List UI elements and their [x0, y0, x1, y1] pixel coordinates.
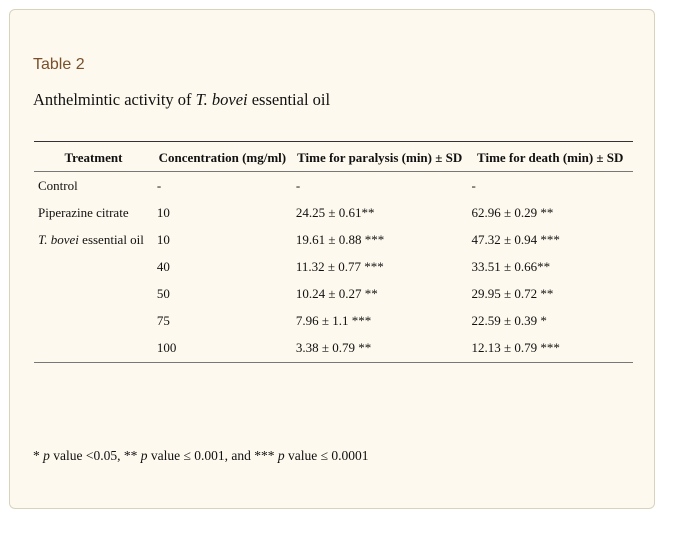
cell-paralysis: 7.96 ± 1.1 ***	[295, 313, 372, 328]
cell-death: 12.13 ± 0.79 ***	[471, 340, 560, 355]
caption-suffix: essential oil	[247, 90, 331, 109]
cell-paralysis: -	[295, 178, 301, 193]
cell-paralysis: 3.38 ± 0.79 **	[295, 340, 372, 355]
anthelmintic-table: Treatment Concentration (mg/ml) Time for…	[34, 141, 633, 363]
table-footnote: * p value <0.05, ** p value ≤ 0.001, and…	[33, 448, 369, 464]
cell-treatment	[34, 280, 153, 307]
caption-prefix: Anthelmintic activity of	[33, 90, 196, 109]
cell-concentration: 75	[156, 313, 170, 328]
cell-treatment: Control	[38, 178, 78, 193]
footnote-p-symbol: p	[43, 448, 50, 463]
cell-concentration: 100	[156, 340, 177, 355]
table-row: Piperazine citrate 10 24.25 ± 0.61** 62.…	[34, 199, 633, 226]
table-caption: Anthelmintic activity of T. bovei essent…	[33, 90, 330, 110]
cell-death: -	[471, 178, 476, 193]
cell-death: 62.96 ± 0.29 **	[471, 205, 554, 220]
table-label: Table 2	[33, 56, 85, 73]
cell-death: 33.51 ± 0.66**	[471, 259, 551, 274]
header-concentration: Concentration (mg/ml)	[158, 150, 287, 165]
header-treatment: Treatment	[64, 150, 123, 165]
cell-concentration: 10	[156, 232, 170, 247]
cell-death: 29.95 ± 0.72 **	[471, 286, 554, 301]
header-death: Time for death (min) ± SD	[477, 150, 624, 165]
cell-paralysis: 24.25 ± 0.61**	[295, 205, 375, 220]
cell-concentration: 40	[156, 259, 170, 274]
cell-concentration: 10	[156, 205, 170, 220]
footnote-part: value <0.05, **	[49, 448, 141, 463]
table-row: 75 7.96 ± 1.1 *** 22.59 ± 0.39 *	[34, 307, 633, 334]
cell-paralysis: 11.32 ± 0.77 ***	[295, 259, 384, 274]
table-row: Control - - -	[34, 172, 633, 200]
header-row: Treatment Concentration (mg/ml) Time for…	[34, 141, 633, 172]
cell-paralysis: 19.61 ± 0.88 ***	[295, 232, 385, 247]
caption-species: T. bovei	[195, 90, 248, 109]
cell-treatment	[34, 253, 153, 280]
cell-treatment: Piperazine citrate	[38, 205, 129, 220]
table-row: 100 3.38 ± 0.79 ** 12.13 ± 0.79 ***	[34, 334, 633, 363]
footnote-p-symbol: p	[277, 448, 285, 463]
footnote-p-symbol: p	[140, 448, 148, 463]
table-row: 40 11.32 ± 0.77 *** 33.51 ± 0.66**	[34, 253, 633, 280]
cell-concentration: -	[156, 178, 162, 193]
footnote-part: value ≤ 0.0001	[284, 448, 369, 463]
treatment-rest: essential oil	[78, 232, 144, 247]
cell-treatment	[34, 334, 153, 363]
table-panel: Table 2 Anthelmintic activity of T. bove…	[9, 9, 655, 509]
footnote-part: *	[33, 448, 44, 463]
cell-concentration: 50	[156, 286, 170, 301]
cell-death: 47.32 ± 0.94 ***	[471, 232, 560, 247]
table-row: 50 10.24 ± 0.27 ** 29.95 ± 0.72 **	[34, 280, 633, 307]
footnote-part: value ≤ 0.001, and ***	[147, 448, 278, 463]
table-row: T. bovei essential oil 10 19.61 ± 0.88 *…	[34, 226, 633, 253]
cell-treatment	[34, 307, 153, 334]
cell-paralysis: 10.24 ± 0.27 **	[295, 286, 378, 301]
header-paralysis: Time for paralysis (min) ± SD	[297, 150, 463, 165]
treatment-species: T. bovei	[38, 232, 79, 247]
cell-death: 22.59 ± 0.39 *	[471, 313, 547, 328]
cell-treatment: T. bovei essential oil	[34, 226, 153, 253]
